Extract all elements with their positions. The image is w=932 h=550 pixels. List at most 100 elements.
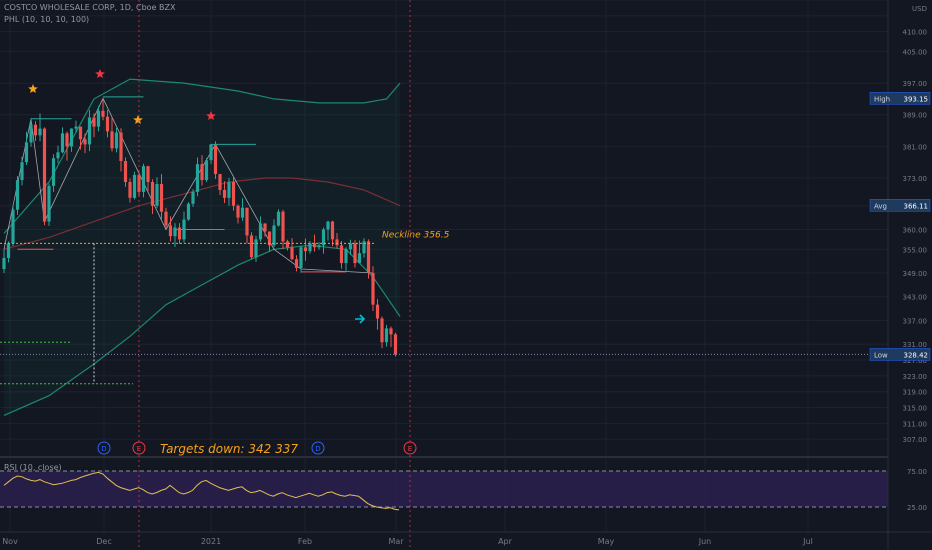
- candle-body: [155, 183, 159, 206]
- candle-body: [254, 239, 258, 258]
- candle-body: [105, 116, 110, 132]
- candles: [2, 98, 398, 357]
- candle-body: [384, 328, 389, 343]
- marker-badge: [869, 199, 931, 212]
- targets-label: Targets down: 342 337: [160, 442, 298, 456]
- candle-body: [218, 174, 222, 190]
- candle-body: [281, 211, 285, 242]
- candle-body: [42, 128, 47, 222]
- marker-value: 366.11: [904, 202, 929, 210]
- price-tick-label: 323.00: [903, 373, 928, 381]
- rsi-level-label: 25.00: [907, 504, 927, 512]
- candle-body: [263, 223, 267, 232]
- candle-body: [299, 247, 303, 268]
- candle-body: [191, 191, 195, 204]
- time-tick-label: Jun: [698, 537, 712, 546]
- price-tick-label: 327.00: [903, 357, 928, 365]
- candle-body: [101, 110, 105, 117]
- candle-body: [204, 160, 209, 181]
- candle-body: [24, 142, 29, 163]
- price-tick-label: 397.00: [903, 80, 928, 88]
- event-label: D: [315, 445, 320, 453]
- price-axis-panel: [888, 0, 932, 550]
- marker-badge: [869, 348, 931, 361]
- price-tick-label: 307.00: [903, 436, 928, 444]
- candle-body: [65, 133, 69, 147]
- candle-body: [51, 158, 56, 186]
- pattern-zigzag: [3, 97, 374, 274]
- grid-lines: [0, 0, 888, 531]
- candle-body: [213, 144, 218, 175]
- marker-label: High: [874, 95, 890, 103]
- candle-body: [375, 304, 380, 319]
- candle-body: [357, 253, 362, 264]
- candle-body: [222, 189, 227, 198]
- price-tick-label: 405.00: [903, 48, 928, 56]
- candle-body: [20, 162, 24, 181]
- candle-body: [308, 243, 312, 252]
- candle-body: [128, 182, 132, 198]
- marker-badge: [869, 92, 931, 105]
- event-badge: [132, 441, 146, 455]
- arrow-right-icon: [355, 314, 366, 324]
- indicator-title: PHL (10, 10, 10, 100): [4, 15, 90, 24]
- price-tick-label: 331.00: [903, 341, 928, 349]
- price-tick-label: 360.00: [903, 226, 928, 234]
- candle-body: [150, 182, 155, 206]
- candle-body: [11, 209, 15, 244]
- candle-body: [258, 223, 263, 240]
- candle-body: [195, 164, 200, 192]
- currency-label: USD: [912, 5, 927, 13]
- rsi-line: [3, 471, 400, 511]
- candle-body: [132, 174, 137, 198]
- price-tick-label: 389.00: [903, 112, 928, 120]
- price-tick-label: 311.00: [903, 420, 928, 428]
- candle-body: [114, 132, 119, 149]
- event-label: E: [408, 445, 412, 453]
- candle-body: [96, 110, 101, 127]
- candle-body: [74, 126, 78, 129]
- candle-body: [344, 249, 348, 264]
- time-tick-label: Mar: [388, 537, 404, 546]
- marker-label: Avg: [874, 202, 887, 210]
- candle-body: [348, 243, 353, 250]
- price-tick-label: 355.00: [903, 246, 928, 254]
- candle-body: [339, 245, 344, 264]
- price-tick-label: 373.00: [903, 175, 928, 183]
- candle-body: [326, 221, 330, 230]
- neckline-label: Neckline 356.5: [382, 230, 450, 240]
- candle-body: [272, 225, 276, 246]
- event-badge: [311, 441, 325, 455]
- time-tick-label: Jul: [802, 537, 813, 546]
- time-tick-label: May: [598, 537, 615, 546]
- candle-body: [249, 235, 254, 258]
- price-tick-label: 319.00: [903, 389, 928, 397]
- price-tick-label: 343.00: [903, 294, 928, 302]
- time-tick-label: 2021: [201, 537, 221, 546]
- candle-body: [231, 182, 236, 206]
- candle-body: [47, 185, 51, 222]
- event-badge: [403, 441, 417, 455]
- candle-body: [330, 221, 335, 240]
- candle-body: [60, 133, 65, 153]
- candle-body: [393, 334, 398, 355]
- candle-body: [110, 131, 114, 149]
- candle-body: [380, 318, 384, 343]
- star-icon: [133, 115, 143, 124]
- candle-body: [69, 128, 74, 147]
- candle-body: [173, 227, 177, 237]
- price-tick-label: 337.00: [903, 317, 928, 325]
- marker-value: 328.42: [904, 351, 929, 359]
- rsi-band: [0, 471, 888, 507]
- price-tick-label: 315.00: [903, 405, 928, 413]
- candle-body: [209, 144, 213, 161]
- upper-band-line: [3, 78, 401, 234]
- candle-body: [227, 182, 231, 198]
- price-tick-label: 381.00: [903, 143, 928, 151]
- event-badge: [97, 441, 111, 455]
- candle-body: [119, 132, 123, 162]
- candle-body: [366, 241, 371, 273]
- price-tick-label: 349.00: [903, 270, 928, 278]
- candle-body: [168, 225, 173, 237]
